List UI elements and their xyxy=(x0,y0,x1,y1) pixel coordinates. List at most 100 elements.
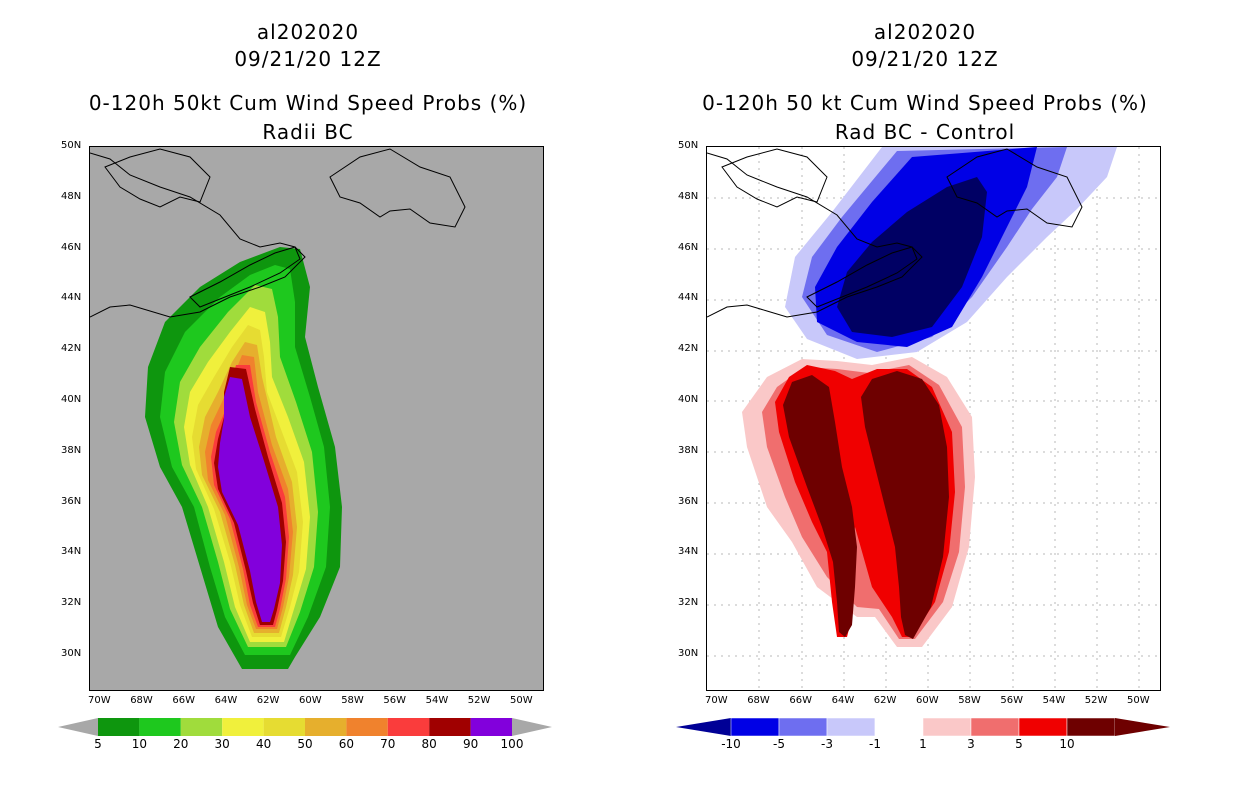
left-cbar-high-arrow xyxy=(512,718,552,736)
left-cbar-swatch xyxy=(98,718,140,736)
right-lat-tick-34N: 34N xyxy=(678,546,699,558)
right-lon-tick-70W: 70W xyxy=(705,695,728,706)
left-lon-tick-58W: 58W xyxy=(341,695,364,706)
coastline-quebec xyxy=(104,148,211,208)
right-chart-title: 0-120h 50 kt Cum Wind Speed Probs (%) xyxy=(702,91,1148,115)
right-cbar-low-arrow xyxy=(676,718,731,736)
right-cbar-label: 3 xyxy=(967,737,975,751)
left-cbar-swatch xyxy=(222,718,264,736)
right-lon-tick-60W: 60W xyxy=(916,695,939,706)
left-lat-tick-44N: 44N xyxy=(61,292,82,304)
right-cbar-swatch xyxy=(826,717,876,737)
left-lat-tick-34N: 34N xyxy=(61,546,82,558)
right-storm-id: al202020 xyxy=(873,20,977,44)
left-cbar-swatch xyxy=(387,718,430,736)
right-lat-tick-30N: 30N xyxy=(678,648,699,659)
right-cbar-swatch xyxy=(1018,717,1068,737)
left-lat-tick-32N: 32N xyxy=(61,597,82,609)
coastline-quebec-r xyxy=(721,148,828,208)
coastline-nova-scotia xyxy=(189,246,301,308)
left-cbar-label: 10 xyxy=(131,737,148,751)
left-map xyxy=(89,146,544,691)
left-cbar-swatch xyxy=(470,718,512,736)
left-cbar-label: 30 xyxy=(214,737,230,751)
right-lon-tick-62W: 62W xyxy=(873,695,897,706)
left-cbar-label: 50 xyxy=(297,737,313,751)
left-lat-tick-38N: 38N xyxy=(61,444,82,456)
right-lon-tick-58W: 58W xyxy=(958,695,981,706)
left-lat-tick-42N: 42N xyxy=(61,343,82,355)
right-datetime: 09/21/20 12Z xyxy=(851,47,999,71)
right-lon-tick-66W: 66W xyxy=(789,695,813,706)
left-probability-plot xyxy=(90,148,466,669)
left-cbar-label: 70 xyxy=(380,737,396,751)
left-lon-tick-70W: 70W xyxy=(88,695,111,706)
right-lon-tick-54W: 54W xyxy=(1042,695,1066,706)
left-cbar-label: 90 xyxy=(462,737,479,751)
right-lat-tick-38N: 38N xyxy=(678,444,699,456)
left-lat-tick-40N: 40N xyxy=(61,394,82,405)
neg-10-contour xyxy=(837,177,987,337)
right-cbar-label: -3 xyxy=(821,737,833,751)
left-cbar-label: 5 xyxy=(94,737,102,751)
left-colorbar-swatches xyxy=(58,718,552,736)
coastline-mainland-r xyxy=(707,152,923,318)
left-lon-tick-54W: 54W xyxy=(425,695,449,706)
left-storm-id: al202020 xyxy=(256,20,360,44)
right-lat-tick-40N: 40N xyxy=(678,394,699,405)
right-lon-tick-64W: 64W xyxy=(831,695,855,706)
right-lon-tick-50W: 50W xyxy=(1127,695,1150,706)
left-chart-subtitle: Radii BC xyxy=(262,120,354,144)
left-lat-tick-46N: 46N xyxy=(61,241,82,253)
right-cbar-label: 10 xyxy=(1059,737,1075,751)
right-cbar-swatch xyxy=(1066,717,1116,737)
pos-10-contour-east xyxy=(861,371,949,639)
right-lon-tick-56W: 56W xyxy=(1000,695,1024,706)
left-cbar-swatch xyxy=(139,718,181,736)
right-cbar-label: 5 xyxy=(1015,737,1023,751)
coastline-mainland xyxy=(90,152,306,318)
left-cbar-label: 100 xyxy=(500,737,524,751)
right-cbar-label: 1 xyxy=(919,737,927,751)
coastline-newfoundland-r xyxy=(946,148,1083,228)
pos-10-contour-west xyxy=(783,375,857,637)
left-datetime: 09/21/20 12Z xyxy=(234,47,382,71)
right-chart-subtitle: Rad BC - Control xyxy=(834,120,1016,144)
left-colorbar xyxy=(58,718,552,736)
right-lon-tick-52W: 52W xyxy=(1084,695,1108,706)
left-lon-tick-60W: 60W xyxy=(299,695,322,706)
left-cbar-label: 80 xyxy=(421,737,437,751)
left-cbar-low-arrow xyxy=(58,718,98,736)
right-cbar-swatch xyxy=(970,717,1020,737)
left-lat-tick-30N: 30N xyxy=(61,648,82,659)
right-cbar-label: -10 xyxy=(721,737,741,751)
left-lat-tick-50N: 50N xyxy=(61,140,82,151)
right-colorbar-swatches xyxy=(676,717,1170,737)
right-lat-tick-42N: 42N xyxy=(678,343,699,355)
left-lon-tick-56W: 56W xyxy=(383,695,407,706)
left-cbar-swatch xyxy=(305,718,347,736)
left-lon-tick-66W: 66W xyxy=(172,695,196,706)
right-cbar-swatch xyxy=(874,717,924,737)
left-lat-tick-48N: 48N xyxy=(61,190,82,202)
prob-90-contour xyxy=(218,377,282,622)
right-colorbar xyxy=(676,717,1170,737)
right-lat-tick-50N: 50N xyxy=(678,140,699,151)
coastline-newfoundland xyxy=(329,148,466,228)
right-lon-tick-68W: 68W xyxy=(747,695,770,706)
right-cbar-swatch xyxy=(922,717,972,737)
left-lon-tick-50W: 50W xyxy=(510,695,533,706)
left-lon-tick-68W: 68W xyxy=(130,695,153,706)
right-cbar-label: -5 xyxy=(773,737,785,751)
left-lon-tick-62W: 62W xyxy=(256,695,280,706)
left-cbar-swatch xyxy=(346,718,388,736)
left-lon-tick-64W: 64W xyxy=(214,695,238,706)
right-lat-tick-44N: 44N xyxy=(678,292,699,304)
left-cbar-swatch xyxy=(429,718,471,736)
left-lat-tick-36N: 36N xyxy=(61,495,82,507)
right-cbar-swatch xyxy=(778,717,828,737)
right-difference-plot xyxy=(707,147,1160,690)
left-cbar-swatch xyxy=(180,718,223,736)
right-lat-tick-46N: 46N xyxy=(678,241,699,253)
left-lon-tick-52W: 52W xyxy=(467,695,491,706)
